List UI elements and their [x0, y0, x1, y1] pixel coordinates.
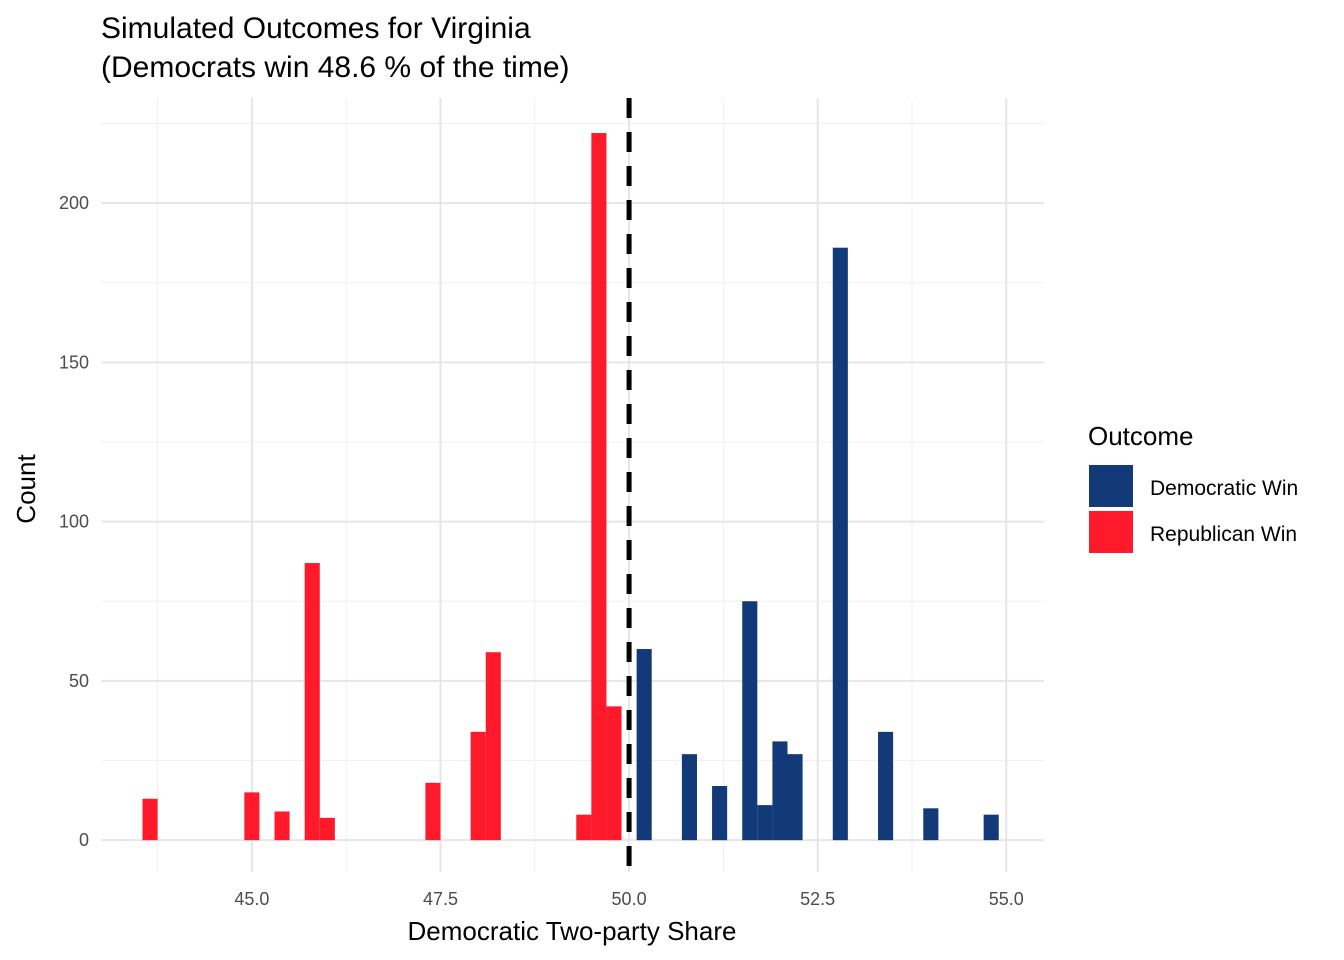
bar-democratic-win	[636, 649, 652, 841]
x-tick-label: 47.5	[423, 889, 458, 909]
y-tick-label: 150	[59, 352, 89, 372]
legend-title: Outcome	[1088, 421, 1194, 451]
bar-democratic-win	[983, 814, 999, 841]
bar-republican-win	[319, 817, 335, 841]
y-tick-label: 0	[79, 830, 89, 850]
y-tick-label: 200	[59, 193, 89, 213]
bar-democratic-win	[832, 247, 848, 841]
chart-title-line-1: Simulated Outcomes for Virginia	[101, 12, 531, 45]
x-axis-ticks: 45.0 47.5 50.0 52.5 55.0	[234, 889, 1023, 909]
grid-minor	[101, 98, 1044, 872]
legend-key-democratic-win	[1089, 465, 1133, 507]
bar-democratic-win	[787, 754, 803, 841]
bar-republican-win	[485, 652, 501, 841]
bar-republican-win	[274, 811, 290, 841]
bar-republican-win	[244, 792, 260, 841]
chart-title-line-2: (Democrats win 48.6 % of the time)	[101, 51, 570, 84]
bar-republican-win	[142, 798, 158, 841]
legend-key-republican-win	[1089, 511, 1133, 553]
x-tick-label: 55.0	[989, 889, 1024, 909]
bar-republican-win	[591, 133, 607, 841]
bar-republican-win	[576, 814, 592, 841]
bar-republican-win	[606, 706, 622, 841]
y-axis-ticks: 0 50 100 150 200	[59, 193, 89, 850]
x-tick-label: 45.0	[234, 889, 269, 909]
bar-republican-win	[470, 731, 486, 841]
bar-democratic-win	[757, 805, 773, 841]
bar-democratic-win	[878, 731, 894, 841]
bar-democratic-win	[712, 786, 728, 841]
x-axis-title: Democratic Two-party Share	[408, 916, 737, 946]
bar-democratic-win	[742, 601, 758, 841]
legend: Outcome Democratic Win Republican Win	[1088, 421, 1298, 553]
y-tick-label: 50	[69, 671, 89, 691]
bar-democratic-win	[681, 754, 697, 841]
grid-major	[101, 98, 1044, 872]
y-axis-title: Count	[11, 454, 41, 524]
bar-republican-win	[425, 782, 441, 841]
x-tick-label: 50.0	[612, 889, 647, 909]
bar-democratic-win	[923, 808, 939, 841]
legend-label-republican-win: Republican Win	[1150, 523, 1297, 546]
legend-label-democratic-win: Democratic Win	[1150, 477, 1298, 500]
bar-republican-win	[304, 563, 320, 841]
x-tick-label: 52.5	[800, 889, 835, 909]
bars	[142, 133, 999, 841]
y-tick-label: 100	[59, 512, 89, 532]
bar-democratic-win	[772, 741, 788, 841]
